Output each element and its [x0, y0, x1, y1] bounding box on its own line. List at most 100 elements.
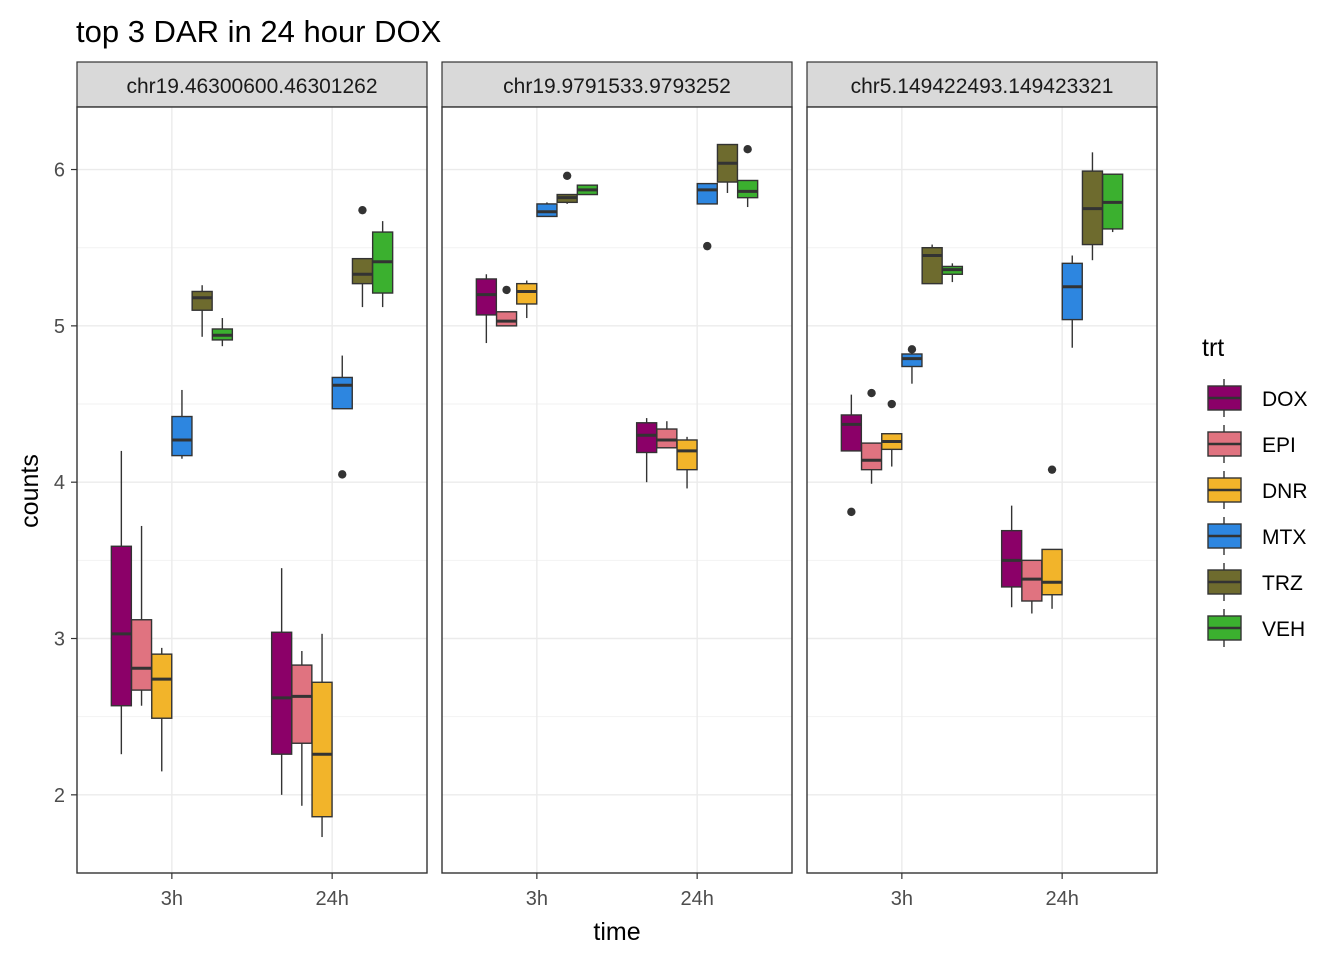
box-body	[191, 290, 213, 311]
outlier-point	[867, 388, 876, 398]
box-body	[516, 282, 538, 305]
box-body	[151, 653, 173, 719]
legend-label: TRZ	[1262, 572, 1303, 595]
y-axis: 2 3 4 5 6	[54, 160, 77, 807]
box-body	[860, 442, 883, 471]
box-dnr	[1041, 465, 1063, 609]
box-body	[331, 376, 353, 410]
x-tick-label: 24h	[680, 888, 713, 910]
outlier-point	[847, 507, 856, 517]
box-trz	[351, 205, 374, 308]
box-epi	[495, 285, 518, 327]
box-body	[110, 545, 133, 707]
box-body	[1041, 548, 1063, 596]
facet-label: chr19.9791533.9793252	[503, 75, 731, 98]
legend-item-dnr: DNR	[1207, 471, 1308, 509]
legend-label: MTX	[1262, 526, 1306, 549]
outlier-point	[502, 285, 511, 295]
x-tick-label: 24h	[1045, 888, 1078, 910]
box-body	[311, 681, 333, 818]
box-body	[171, 415, 193, 457]
box-epi	[656, 421, 678, 449]
box-body	[270, 631, 293, 755]
legend-label: VEH	[1262, 618, 1305, 641]
box-trz	[716, 143, 739, 193]
box-body	[1000, 529, 1023, 588]
outlier-point	[562, 171, 572, 180]
box-mtx	[696, 182, 718, 251]
box-body	[1061, 262, 1083, 321]
legend: trt DOX EPI DNR MTX TRZ VEH	[1202, 334, 1308, 647]
box-body	[656, 428, 678, 449]
box-body	[351, 257, 374, 285]
facet-panel: chr19.9791533.9793252 3h 24h	[441, 61, 793, 910]
x-axis-title: time	[593, 918, 640, 946]
box-veh	[211, 318, 234, 347]
facet-strip	[76, 61, 428, 108]
legend-item-dox: DOX	[1207, 379, 1308, 417]
box-dnr	[311, 633, 333, 838]
box-trz	[921, 244, 943, 285]
x-tick-label: 24h	[315, 888, 348, 910]
outlier-point	[1047, 465, 1057, 474]
box-dox	[840, 394, 863, 517]
x-tick-label: 3h	[526, 888, 548, 910]
box-body	[736, 179, 759, 199]
box-trz	[556, 171, 578, 204]
box-dox	[475, 274, 498, 344]
box-mtx	[171, 389, 193, 459]
box-body	[635, 422, 658, 454]
box-body	[696, 182, 718, 205]
y-tick-label: 3	[54, 629, 65, 651]
box-body	[130, 619, 153, 691]
y-tick-label: 5	[54, 316, 65, 338]
facet-panel: chr5.149422493.149423321 3h 24h	[806, 61, 1158, 910]
box-dnr	[676, 436, 698, 489]
box-dox	[110, 450, 133, 755]
y-axis-title: counts	[16, 454, 44, 528]
box-veh	[736, 145, 759, 208]
x-tick-label: 3h	[161, 888, 183, 910]
legend-label: EPI	[1262, 434, 1296, 457]
box-dox	[1000, 505, 1023, 608]
legend-item-epi: EPI	[1207, 425, 1296, 463]
outlier-point	[338, 470, 347, 479]
box-epi	[1021, 559, 1043, 614]
legend-title: trt	[1202, 334, 1224, 362]
box-epi	[860, 388, 883, 484]
box-mtx	[331, 355, 353, 479]
box-veh	[1101, 173, 1124, 233]
box-body	[291, 664, 313, 744]
outlier-point	[743, 145, 752, 154]
legend-label: DNR	[1262, 480, 1308, 503]
y-tick-label: 2	[54, 785, 65, 807]
box-trz	[191, 285, 213, 337]
box-body	[1021, 559, 1043, 602]
box-epi	[291, 651, 313, 806]
box-body	[921, 246, 943, 285]
box-body	[475, 278, 498, 316]
legend-label: DOX	[1262, 388, 1308, 411]
box-body	[495, 311, 518, 327]
facet-label: chr19.46300600.46301262	[126, 75, 377, 98]
outlier-point	[887, 399, 896, 409]
panel-background	[77, 107, 427, 873]
box-veh	[941, 263, 964, 283]
y-tick-label: 4	[54, 472, 65, 494]
box-veh	[371, 221, 394, 308]
legend-item-trz: TRZ	[1207, 563, 1303, 601]
box-body	[840, 414, 863, 452]
facet-label: chr5.149422493.149423321	[851, 75, 1114, 98]
box-dnr	[881, 399, 903, 467]
box-dnr	[151, 647, 173, 772]
box-mtx	[901, 345, 923, 384]
outlier-point	[703, 241, 712, 251]
x-tick-label: 3h	[891, 888, 913, 910]
box-body	[901, 353, 923, 368]
legend-item-veh: VEH	[1207, 609, 1305, 647]
box-body	[536, 203, 558, 218]
outlier-point	[358, 205, 367, 215]
panel-border	[76, 106, 428, 874]
